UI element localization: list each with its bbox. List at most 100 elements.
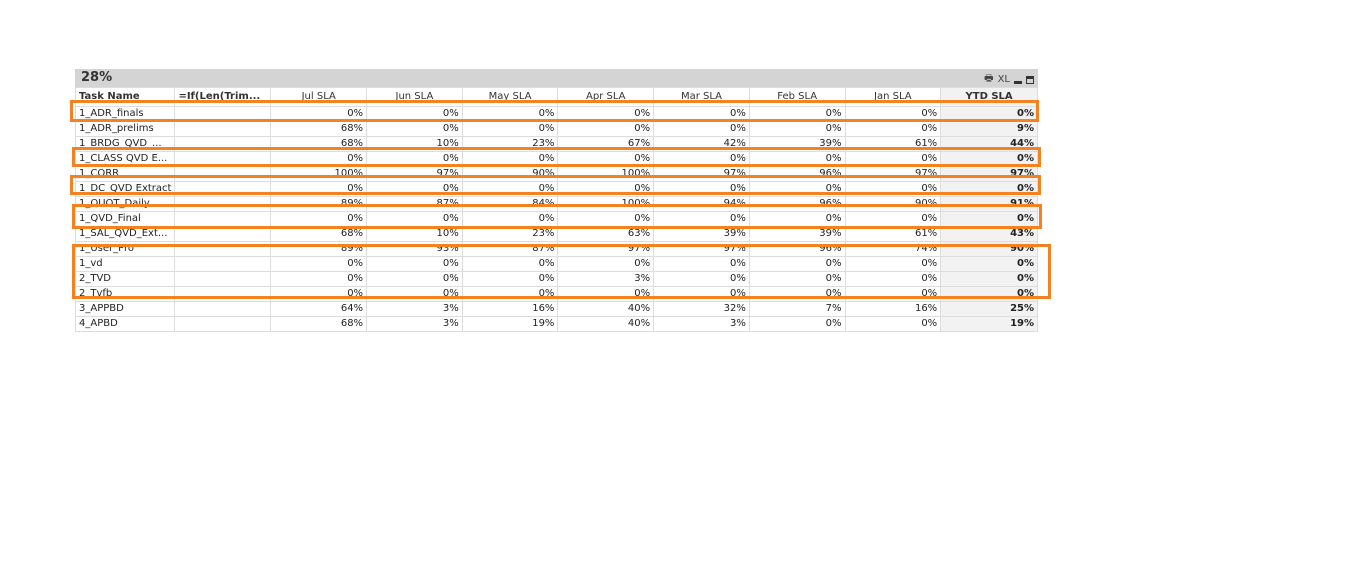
ytd-sla-cell: 90% (940, 241, 1038, 257)
sla-cell: 0% (844, 316, 942, 332)
ytd-sla-cell: 91% (940, 196, 1038, 212)
column-header-mar-sla[interactable]: Mar SLA (653, 87, 750, 107)
sla-cell: 0% (653, 151, 750, 167)
sla-cell: 68% (270, 226, 368, 242)
table-row: 1_CORR 100% 97% 90% 100% 97% 96% 97% 97% (74, 166, 1038, 182)
sla-cell: 0% (844, 256, 942, 272)
sla-cell (174, 301, 272, 317)
sla-cell (174, 181, 272, 197)
sla-cell: 16% (844, 301, 942, 317)
sla-cell: 0% (366, 286, 463, 302)
sla-cell (174, 211, 272, 227)
sla-cell: 0% (461, 181, 559, 197)
sla-cell: 97% (366, 166, 463, 182)
sla-cell: 0% (270, 151, 368, 167)
sla-cell: 0% (653, 121, 750, 137)
minimize-icon[interactable] (1014, 81, 1022, 84)
sla-cell (174, 316, 272, 332)
sla-cell: 0% (557, 211, 655, 227)
task-name-cell[interactable]: 1_User_Pro (74, 241, 176, 257)
sla-cell (174, 121, 272, 137)
sla-cell: 40% (557, 316, 655, 332)
sla-cell: 96% (748, 166, 846, 182)
sla-cell: 0% (461, 271, 559, 287)
task-name-cell[interactable]: 1_QUOT_Daily (74, 196, 176, 212)
sla-cell: 68% (270, 136, 368, 152)
sla-cell: 94% (653, 196, 750, 212)
task-name-cell[interactable]: 1_ADR_prelims (74, 121, 176, 137)
print-icon[interactable]: 🖶 (984, 73, 994, 84)
sla-cell: 89% (270, 241, 368, 257)
sla-cell: 90% (461, 166, 559, 182)
sla-cell: 3% (366, 301, 463, 317)
task-name-cell[interactable]: 1_CLASS QVD E... (74, 151, 176, 167)
sla-cell: 0% (844, 211, 942, 227)
ytd-sla-cell: 19% (940, 316, 1038, 332)
sla-cell: 0% (748, 256, 846, 272)
sla-cell: 0% (270, 181, 368, 197)
sla-cell: 0% (653, 211, 750, 227)
sla-cell: 0% (270, 106, 368, 122)
ytd-sla-cell: 0% (940, 211, 1038, 227)
sla-cell: 84% (461, 196, 559, 212)
sla-cell: 0% (653, 106, 750, 122)
caption-title: 28% (81, 70, 113, 85)
ytd-sla-cell: 43% (940, 226, 1038, 242)
table-row: 3_APPBD 64% 3% 16% 40% 32% 7% 16% 25% (74, 301, 1038, 317)
column-header-jun-sla[interactable]: Jun SLA (366, 87, 463, 107)
task-name-cell[interactable]: 1_CORR (74, 166, 176, 182)
sla-cell: 0% (270, 271, 368, 287)
maximize-icon[interactable] (1026, 75, 1034, 84)
sla-cell: 0% (748, 151, 846, 167)
sla-cell: 97% (653, 241, 750, 257)
sla-cell: 19% (461, 316, 559, 332)
task-name-cell[interactable]: 3_APPBD (74, 301, 176, 317)
sla-cell: 0% (748, 211, 846, 227)
column-header-task-name[interactable]: Task Name (74, 87, 176, 107)
sla-cell: 0% (461, 286, 559, 302)
export-excel-icon[interactable]: XL (997, 74, 1010, 85)
ytd-sla-cell: 0% (940, 256, 1038, 272)
sla-cell: 16% (461, 301, 559, 317)
task-name-cell[interactable]: 2_TVD (74, 271, 176, 287)
sla-cell: 0% (366, 211, 463, 227)
table-row: 1_DC_QVD Extract 0% 0% 0% 0% 0% 0% 0% 0% (74, 181, 1038, 197)
header-row: Task Name =If(Len(Trim... Jul SLA Jun SLA Ma… (74, 87, 1038, 107)
task-name-cell[interactable]: 1_QVD_Final (74, 211, 176, 227)
column-header-if-len-trim[interactable]: =If(Len(Trim... (174, 87, 272, 107)
sla-cell (174, 271, 272, 287)
task-name-cell[interactable]: 1_vd (74, 256, 176, 272)
column-header-ytd-sla[interactable]: YTD SLA (940, 87, 1038, 107)
task-name-cell[interactable]: 1_SAL_QVD_Ext... (74, 226, 176, 242)
sla-cell: 0% (557, 256, 655, 272)
ytd-sla-cell: 97% (940, 166, 1038, 182)
task-name-cell[interactable]: 4_APBD (74, 316, 176, 332)
sla-cell: 63% (557, 226, 655, 242)
sla-cell (174, 241, 272, 257)
column-header-may-sla[interactable]: May SLA (461, 87, 559, 107)
sla-cell: 97% (844, 166, 942, 182)
sla-cell: 40% (557, 301, 655, 317)
sla-cell: 96% (748, 241, 846, 257)
column-header-jan-sla[interactable]: Jan SLA (844, 87, 942, 107)
column-header-apr-sla[interactable]: Apr SLA (557, 87, 655, 107)
sla-cell: 61% (844, 136, 942, 152)
ytd-sla-cell: 0% (940, 286, 1038, 302)
sla-cell: 3% (366, 316, 463, 332)
sla-cell: 0% (366, 106, 463, 122)
column-header-feb-sla[interactable]: Feb SLA (748, 87, 846, 107)
sla-cell: 32% (653, 301, 750, 317)
task-name-cell[interactable]: 1_BRDG_QVD_... (74, 136, 176, 152)
task-name-cell[interactable]: 1_ADR_finals (74, 106, 176, 122)
sla-cell: 0% (270, 211, 368, 227)
sla-cell: 39% (748, 226, 846, 242)
sla-cell: 89% (270, 196, 368, 212)
sla-cell (174, 136, 272, 152)
column-header-jul-sla[interactable]: Jul SLA (270, 87, 368, 107)
task-name-cell[interactable]: 2_Tvfb (74, 286, 176, 302)
sla-cell: 0% (461, 121, 559, 137)
task-name-cell[interactable]: 1_DC_QVD Extract (74, 181, 176, 197)
sla-cell (174, 166, 272, 182)
table-row: 1_ADR_prelims 68% 0% 0% 0% 0% 0% 0% 9% (74, 121, 1038, 137)
sla-table: Task Name =If(Len(Trim... Jul SLA Jun SLA Ma… (74, 87, 1038, 332)
